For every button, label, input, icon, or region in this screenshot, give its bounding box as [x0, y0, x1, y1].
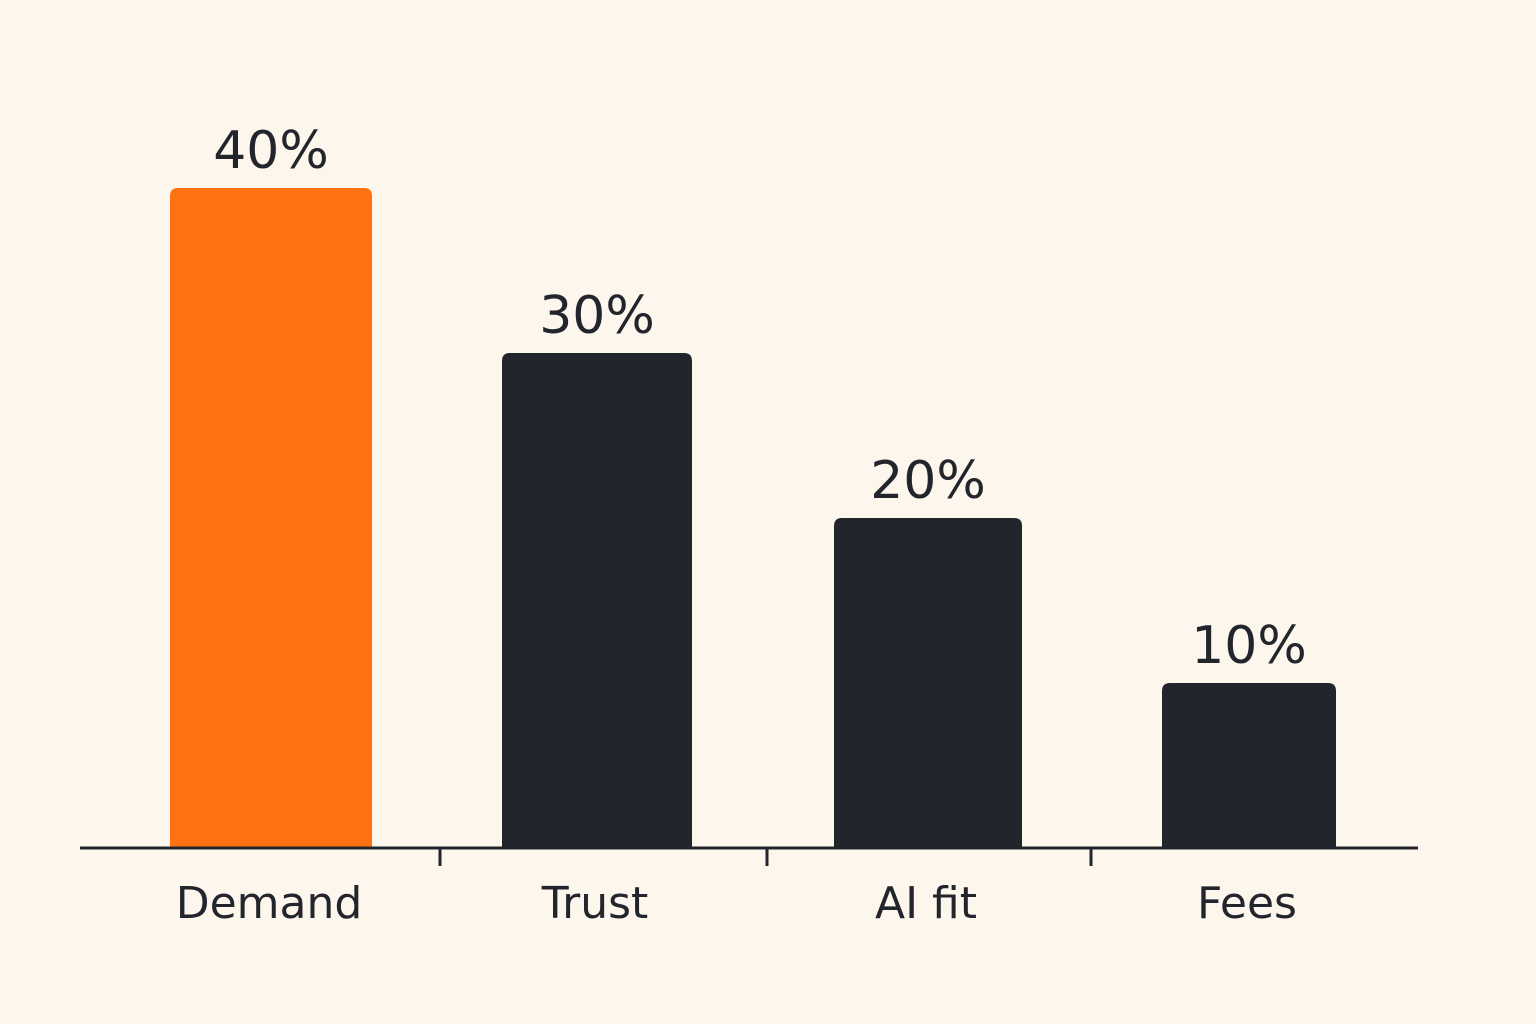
value-labels-group: 40% 30% 20% 10%: [213, 121, 1307, 676]
data-label: 40%: [213, 121, 329, 181]
category-label: Trust: [541, 878, 649, 929]
bar-demand: [170, 188, 372, 848]
category-labels-group: Demand Trust AI fit Fees: [176, 878, 1297, 929]
bar-fees: [1162, 683, 1336, 848]
bars-group: [170, 188, 1336, 848]
data-label: 20%: [870, 451, 986, 511]
category-label: AI fit: [875, 878, 977, 929]
data-label: 30%: [539, 286, 655, 346]
data-label: 10%: [1191, 616, 1307, 676]
bar-trust: [502, 353, 692, 848]
category-label: Fees: [1197, 878, 1297, 929]
category-label: Demand: [176, 878, 363, 929]
x-axis-ticks: [438, 848, 1093, 866]
bar-ai-fit: [834, 518, 1022, 848]
